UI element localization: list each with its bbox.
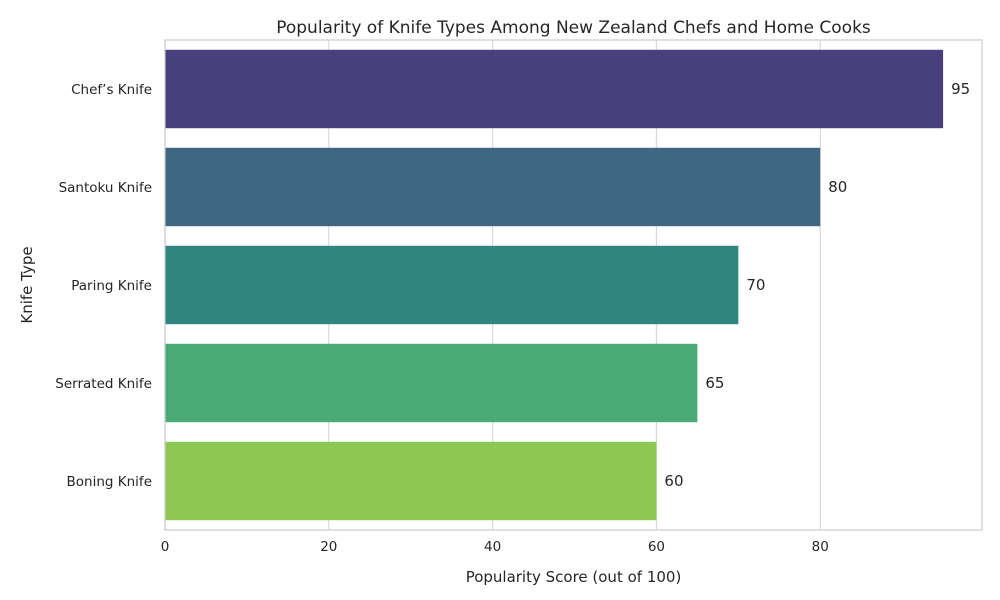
- bar: [165, 441, 657, 521]
- y-tick-label: Santoku Knife: [59, 180, 152, 196]
- x-tick-label: 60: [648, 539, 665, 555]
- x-tick-label: 0: [161, 539, 170, 555]
- y-axis-label: Knife Type: [18, 246, 36, 323]
- bar-value-label: 95: [951, 80, 970, 98]
- x-tick-label: 40: [484, 539, 501, 555]
- labels: 0 20 40 60 80 Chef’s Knife 95 Santoku Knife 80 Pa…: [55, 80, 970, 555]
- bar: [165, 49, 944, 129]
- bar: [165, 245, 739, 325]
- y-tick-label: Paring Knife: [71, 278, 152, 294]
- y-tick-label: Serrated Knife: [55, 376, 152, 392]
- bar-value-label: 70: [746, 276, 765, 294]
- x-axis-label: Popularity Score (out of 100): [466, 568, 682, 586]
- chart-title: Popularity of Knife Types Among New Zeal…: [276, 18, 871, 38]
- bar-value-label: 60: [664, 472, 683, 490]
- bar: [165, 343, 698, 423]
- bars: [165, 49, 944, 521]
- bar-value-label: 80: [828, 178, 847, 196]
- plot-frame: [164, 39, 983, 531]
- bar-value-label: 65: [705, 374, 724, 392]
- x-tick-label: 80: [812, 539, 829, 555]
- x-tick-label: 20: [320, 539, 337, 555]
- bar: [165, 147, 821, 227]
- y-tick-label: Boning Knife: [67, 474, 152, 490]
- y-tick-label: Chef’s Knife: [71, 82, 152, 98]
